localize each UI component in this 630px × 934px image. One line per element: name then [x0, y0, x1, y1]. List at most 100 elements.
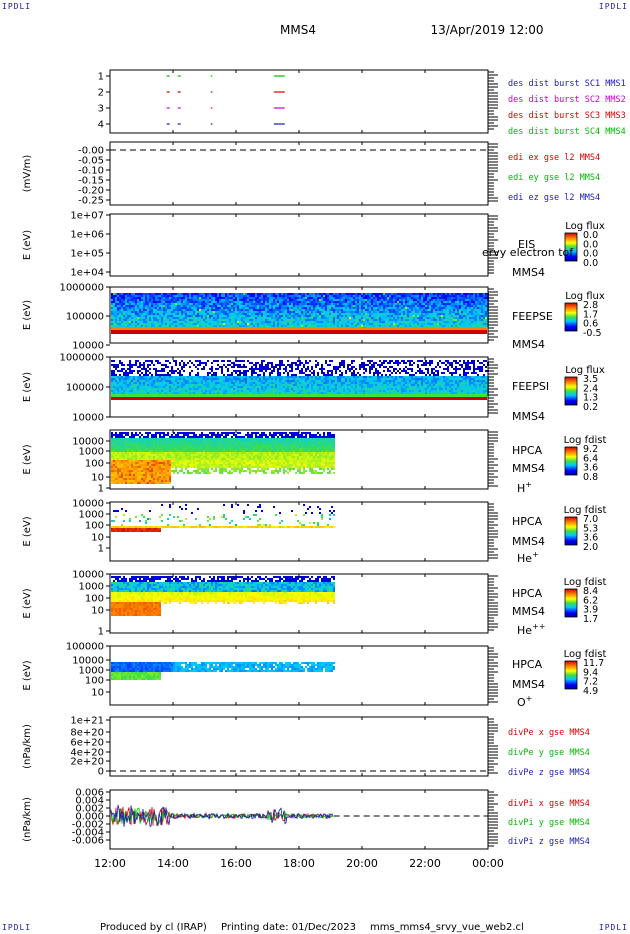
spectrogram-cell	[475, 309, 477, 311]
spectrogram-cell	[431, 325, 433, 327]
spectrogram-cell	[117, 386, 119, 388]
spectrogram-cell	[127, 313, 129, 315]
spectrogram-cell	[395, 297, 397, 299]
spectrogram-cell	[191, 309, 193, 311]
spectrogram-cell	[347, 325, 349, 327]
spectrogram-cell	[351, 384, 353, 386]
spectrogram-cell	[245, 366, 247, 368]
spectrogram-cell	[303, 309, 305, 311]
spectrogram-cell	[483, 315, 485, 317]
spectrogram-cell	[277, 299, 279, 301]
spectrogram-cell	[313, 315, 315, 317]
spectrogram-cell	[127, 364, 129, 366]
spectrogram-cell	[177, 378, 179, 380]
spectrogram-cell	[287, 309, 289, 311]
spectrogram-cell	[337, 313, 339, 315]
spectrogram-cell	[433, 303, 435, 305]
spectrogram-cell	[337, 325, 339, 327]
spectrogram-cell	[303, 313, 305, 315]
spectrogram-cell	[313, 303, 315, 305]
spectrogram-cell	[263, 323, 265, 325]
spectrogram-cell	[267, 378, 269, 380]
spectrogram-cell	[341, 388, 343, 390]
spectrogram-cell	[357, 325, 359, 327]
spectrogram-cell	[263, 374, 265, 376]
spectrogram-cell	[265, 388, 267, 390]
spectrogram-cell	[361, 323, 363, 325]
spectrogram-cell	[127, 390, 129, 392]
spectrogram-cell	[391, 295, 393, 297]
spectrogram-cell	[123, 311, 125, 313]
spectrogram-cell	[227, 376, 229, 378]
spectrogram-cell	[179, 293, 181, 295]
spectrogram-cell	[425, 323, 427, 325]
spectrogram-cell	[231, 307, 233, 309]
spectrogram-cell	[335, 321, 337, 323]
spectrogram-cell	[269, 382, 271, 384]
spectrogram-cell	[171, 368, 173, 370]
spectrogram-cell	[161, 315, 163, 317]
spectrogram-cell	[327, 313, 329, 315]
spectrogram-cell	[483, 305, 485, 307]
spectrogram-cell	[405, 319, 407, 321]
spectrogram-cell	[399, 299, 401, 301]
spectrogram-cell	[351, 372, 353, 374]
spectrogram-cell	[113, 378, 115, 380]
spectrogram-cell	[323, 305, 325, 307]
spectrogram-cell	[347, 321, 349, 323]
spectrogram-cell	[119, 374, 121, 376]
spectrogram-cell	[451, 307, 453, 309]
spectrogram-cell	[273, 325, 275, 327]
spectrogram-cell	[301, 303, 303, 305]
spectrogram-cell	[359, 378, 361, 380]
spectrogram-cell	[125, 321, 127, 323]
spectrogram-cell	[477, 299, 479, 301]
spectrogram-cell	[171, 372, 173, 374]
spectrogram-cell	[325, 392, 327, 394]
spectrogram-cell	[325, 362, 327, 364]
spectrogram-cell	[177, 384, 179, 386]
spectrogram-cell	[435, 325, 437, 327]
spectrogram-cell	[263, 368, 265, 370]
spectrogram-cell	[155, 392, 157, 394]
spectrogram-cell	[311, 368, 313, 370]
spectrogram-cell	[347, 313, 349, 315]
spectrogram-cell	[233, 315, 235, 317]
spectrogram-cell	[405, 313, 407, 315]
spectrogram-cell	[269, 311, 271, 313]
spectrogram-cell	[221, 360, 223, 362]
spectrogram-cell	[153, 378, 155, 380]
spectrogram-cell	[261, 319, 263, 321]
spectrogram-cell	[469, 297, 471, 299]
spectrogram-cell	[251, 386, 253, 388]
spectrogram-cell	[371, 299, 373, 301]
spectrogram-cell	[373, 297, 375, 299]
spectrogram-cell	[165, 305, 167, 307]
spectrogram-cell	[407, 323, 409, 325]
spectrogram-cell	[235, 390, 237, 392]
spectrogram-cell	[441, 293, 443, 295]
spectrogram-cell	[425, 303, 427, 305]
spectrogram-cell	[113, 374, 115, 376]
spectrogram-cell	[243, 323, 245, 325]
spectrogram-cell	[163, 303, 165, 305]
spectrogram-cell	[399, 303, 401, 305]
spectrogram-cell	[435, 307, 437, 309]
spectrogram-cell	[345, 321, 347, 323]
spectrogram-cell	[205, 295, 207, 297]
spectrogram-cell	[167, 374, 169, 376]
spectrogram-cell	[355, 380, 357, 382]
spectrogram-cell	[241, 301, 243, 303]
spectrogram-cell	[337, 321, 339, 323]
spectrogram-cell	[293, 392, 295, 394]
spectrogram-cell	[149, 299, 151, 301]
spectrogram-cell	[227, 370, 229, 372]
spectrogram-cell	[365, 297, 367, 299]
spectrogram-cell	[151, 313, 153, 315]
spectrogram-cell	[145, 295, 147, 297]
spectrogram-cell	[351, 325, 353, 327]
spectrogram-cell	[179, 364, 181, 366]
spectrogram-cell	[445, 309, 447, 311]
spectrogram-cell	[295, 299, 297, 301]
spectrogram-cell	[313, 299, 315, 301]
